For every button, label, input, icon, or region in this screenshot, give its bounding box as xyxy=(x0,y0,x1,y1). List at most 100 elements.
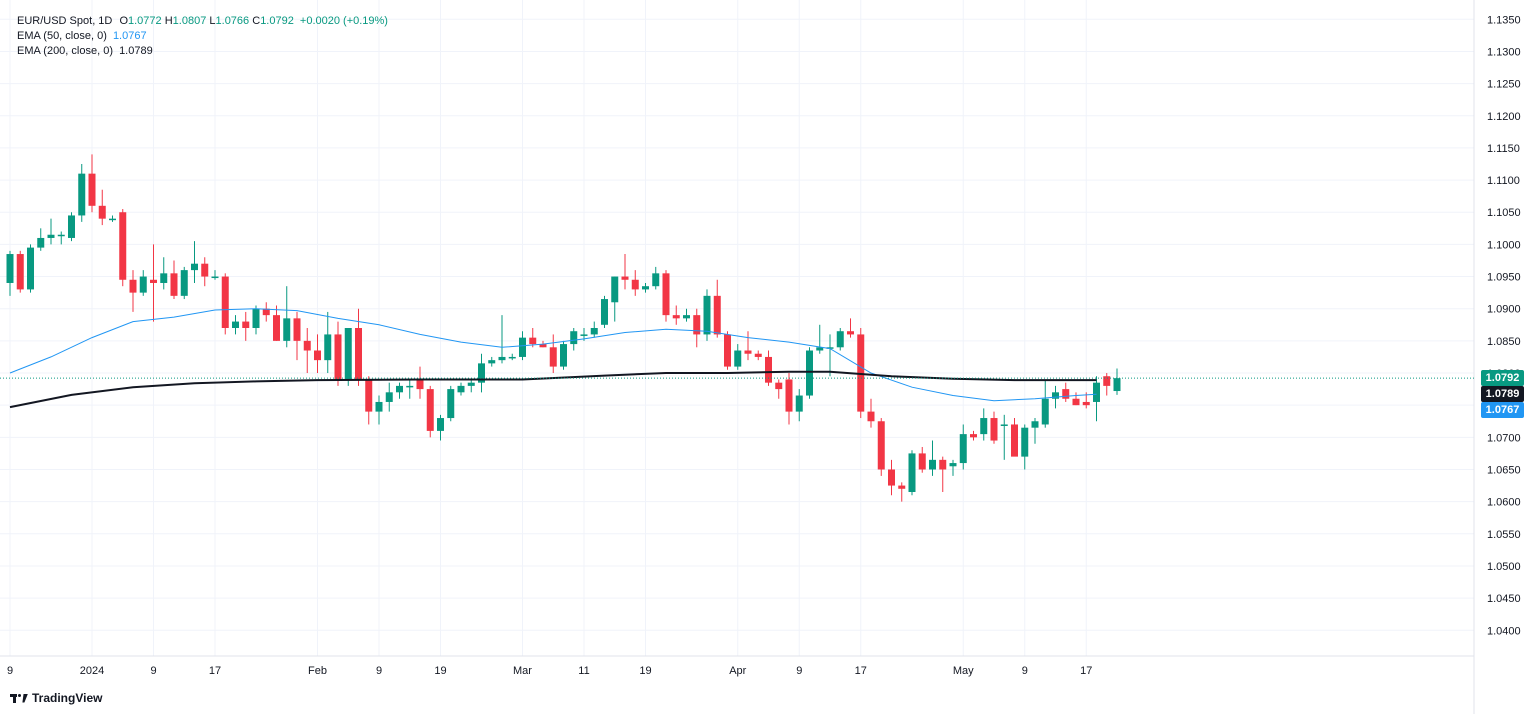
candle xyxy=(334,321,342,386)
y-tick-label: 1.0900 xyxy=(1487,304,1521,316)
candle xyxy=(611,276,619,322)
candle xyxy=(990,411,998,444)
y-tick-label: 1.1050 xyxy=(1487,207,1521,219)
candle-body xyxy=(806,350,813,396)
candle-body xyxy=(662,273,670,316)
candle-body xyxy=(334,334,342,380)
y-tick-label: 1.0500 xyxy=(1487,561,1521,573)
candle xyxy=(529,328,537,348)
candle xyxy=(867,398,875,428)
candle xyxy=(57,231,65,245)
candle xyxy=(1103,373,1111,396)
candle xyxy=(631,270,639,296)
candle-body xyxy=(365,379,373,412)
x-axis[interactable]: 9 2024 9 17 Feb 9 19 Mar 11 19 Apr 9 17 May 9 17 xyxy=(7,665,1092,677)
candle xyxy=(775,379,783,399)
candle xyxy=(344,328,352,386)
y-axis[interactable]: 1.0400 1.0450 1.0500 1.0550 1.0600 1.0650 1.07… xyxy=(1487,14,1521,637)
y-tick-label: 1.0950 xyxy=(1487,272,1521,284)
candle xyxy=(970,430,977,441)
candle-body xyxy=(754,353,762,357)
tradingview-brand[interactable]: TradingView xyxy=(10,691,102,705)
legend-open: 1.0772 xyxy=(128,15,162,27)
candle xyxy=(816,324,824,354)
x-tick-label: 9 xyxy=(150,665,156,677)
x-tick-label: 19 xyxy=(639,665,651,677)
candle-body xyxy=(498,356,506,361)
candle-body xyxy=(1021,427,1029,457)
chart-legend: EUR/USD Spot, 1D O1.0772 H1.0807 L1.0766… xyxy=(17,14,388,59)
candle xyxy=(447,385,455,422)
y-tick-label: 1.1250 xyxy=(1487,79,1521,91)
candle xyxy=(1021,424,1029,470)
candle-body xyxy=(847,331,854,335)
candle xyxy=(27,244,34,293)
candle-body xyxy=(1011,424,1018,457)
legend-ema50-value: 1.0767 xyxy=(112,30,147,42)
y-tick-label: 1.0400 xyxy=(1487,625,1521,637)
candle-body xyxy=(109,218,116,221)
candle xyxy=(1041,379,1049,428)
candle-body xyxy=(611,276,619,303)
x-tick-label: 11 xyxy=(578,665,589,677)
y-tick-label: 1.1100 xyxy=(1487,175,1520,187)
candle-body xyxy=(27,247,34,290)
legend-ema50-label: EMA (50, close, 0) xyxy=(17,30,107,42)
candle-body xyxy=(160,273,168,283)
candle-body xyxy=(908,453,916,492)
candle-body xyxy=(1031,421,1039,428)
candle-body xyxy=(447,389,455,419)
candle xyxy=(836,328,844,351)
candle-body xyxy=(221,276,229,328)
candle-body xyxy=(744,350,752,354)
candle xyxy=(744,331,752,361)
tradingview-logo-icon xyxy=(10,693,28,703)
candle-body xyxy=(416,379,424,390)
candle-body xyxy=(703,295,711,335)
candle xyxy=(170,260,178,300)
candle-body xyxy=(560,344,567,367)
candle-body xyxy=(529,337,537,345)
candle xyxy=(877,418,885,476)
candle-body xyxy=(467,382,475,386)
candle xyxy=(1113,368,1121,395)
candle-body xyxy=(293,318,301,341)
candle xyxy=(888,459,895,496)
candle xyxy=(918,446,926,473)
candle-body xyxy=(201,263,209,277)
candle xyxy=(549,334,557,374)
legend-ema50-row[interactable]: EMA (50, close, 0) 1.0767 xyxy=(17,29,388,44)
candle-body xyxy=(78,173,86,216)
candle-body xyxy=(621,276,629,280)
candle-body xyxy=(478,363,485,383)
candle-body xyxy=(150,279,157,283)
candle xyxy=(734,344,742,370)
candle-body xyxy=(765,356,772,383)
candle-body xyxy=(426,389,434,431)
candle xyxy=(314,334,321,374)
candle xyxy=(467,379,475,393)
candle xyxy=(508,353,516,361)
candle xyxy=(652,266,660,290)
candle xyxy=(570,328,578,351)
candle-body xyxy=(898,485,906,489)
candle-body xyxy=(949,463,957,467)
candle xyxy=(898,482,906,502)
candle xyxy=(139,270,147,296)
candle xyxy=(426,385,434,438)
candle-body xyxy=(488,360,496,364)
candle-body xyxy=(324,334,332,361)
legend-ema200-row[interactable]: EMA (200, close, 0) 1.0789 xyxy=(17,44,388,59)
candle-body xyxy=(734,350,742,367)
legend-high: 1.0807 xyxy=(172,15,207,27)
candle xyxy=(211,270,219,280)
candle-body xyxy=(724,334,731,367)
candle-body xyxy=(990,418,998,441)
candle xyxy=(437,414,444,441)
candle xyxy=(160,257,168,290)
candle xyxy=(642,282,649,293)
candle xyxy=(180,266,188,300)
candle-body xyxy=(713,295,721,335)
legend-close-label: C xyxy=(252,15,261,27)
